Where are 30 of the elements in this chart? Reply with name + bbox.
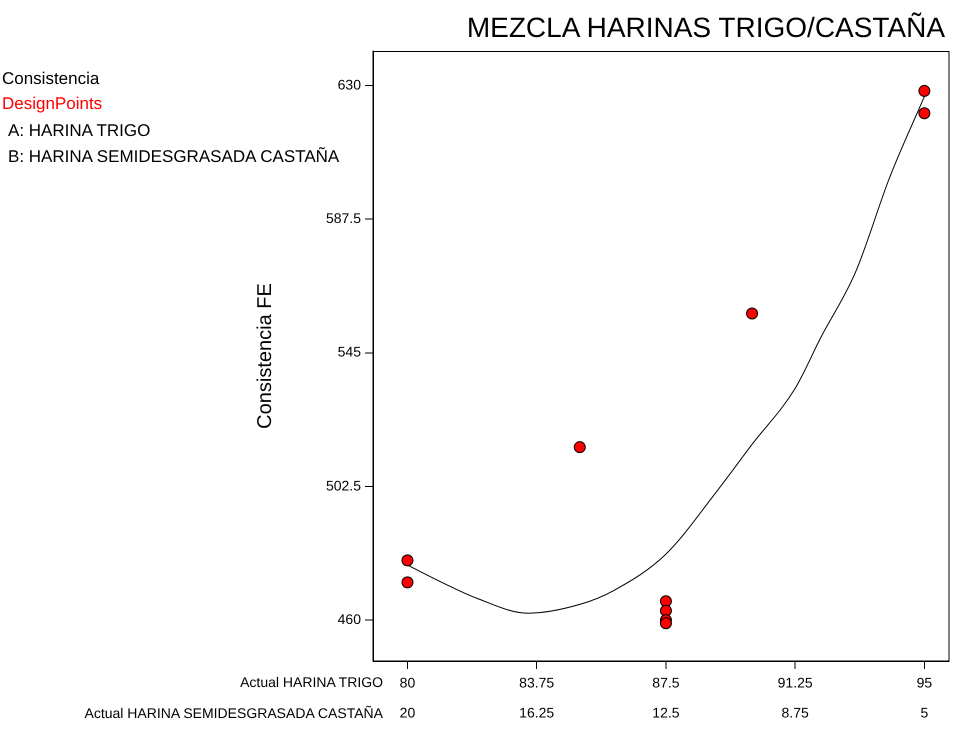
text: DesignPoints <box>2 94 102 113</box>
point <box>401 576 414 588</box>
x-tick-label: 91.25 <box>778 674 813 690</box>
y-axis-title: Consistencia FE <box>254 283 276 429</box>
point <box>574 441 586 454</box>
y-tick-label: 630 <box>338 76 362 92</box>
point <box>746 308 758 320</box>
text: A: HARINA TRIGO <box>8 121 150 140</box>
x2-tick-label: 8.75 <box>782 704 809 720</box>
point <box>918 84 930 97</box>
x2-tick-label: 5 <box>920 704 928 720</box>
x-axis-title: Actual HARINA TRIGO <box>240 674 383 690</box>
x-tick-label: 87.5 <box>652 674 680 690</box>
text: Consistencia <box>2 69 100 88</box>
chart-title: MEZCLA HARINAS TRIGO/CASTAÑA <box>466 12 945 43</box>
point <box>401 554 414 566</box>
x2-tick-label: 12.5 <box>652 704 680 720</box>
point <box>660 617 672 630</box>
text: B: HARINA SEMIDESGRASADA CASTAÑA <box>8 147 340 166</box>
x2-tick-label: 16.25 <box>519 704 554 720</box>
x-tick-label: 80 <box>400 674 416 690</box>
point <box>918 107 930 120</box>
x2-tick-label: 20 <box>400 704 416 720</box>
y-tick-label: 460 <box>338 610 362 627</box>
x-tick-label: 83.75 <box>519 674 554 690</box>
x2-axis-title: Actual HARINA SEMIDESGRASADA CASTAÑA <box>84 705 383 721</box>
y-tick-label: 502.5 <box>326 477 362 494</box>
y-tick-label: 587.5 <box>326 210 362 226</box>
x-tick-label: 95 <box>916 674 932 690</box>
y-tick-label: 545 <box>338 344 362 360</box>
